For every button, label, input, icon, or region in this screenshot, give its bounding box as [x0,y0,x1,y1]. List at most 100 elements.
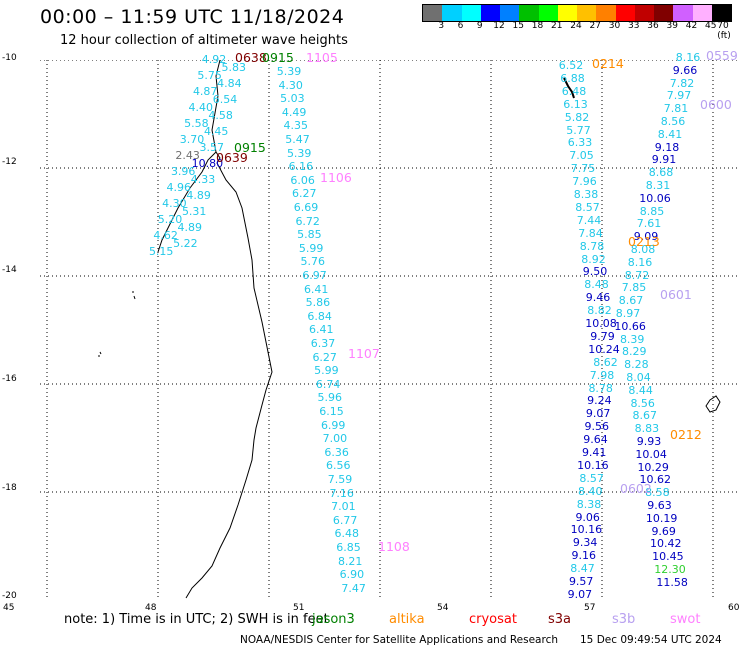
pass-time-label: 1107 [348,346,380,361]
wave-height-value: 11.58 [656,575,688,589]
wave-height-value: 5.31 [181,205,207,218]
color-swatch-3 [480,5,500,21]
wave-height-value: 8.83 [634,422,660,436]
wave-height-value: 9.91 [651,153,677,167]
wave-height-value: 6.72 [295,214,320,228]
wave-height-value: 9.09 [633,230,659,244]
wave-height-value: 5.99 [314,364,339,378]
color-swatch-15 [711,5,731,21]
wave-height-value: 7.96 [572,175,597,189]
wave-height-value: 7.59 [327,473,353,486]
track-islet [563,77,575,99]
satellite-legend-item: cryosat [469,612,517,627]
wave-height-value: 6.99 [320,418,346,432]
wave-height-value: 4.35 [283,119,309,133]
color-swatch-10 [615,5,635,21]
color-scale-label: 42 [685,21,698,31]
wave-height-value: 8.08 [630,243,656,256]
lat-tick-label: -20 [2,591,17,601]
pass-time-label: 0638 [235,50,267,65]
pass-time-label: 0601 [660,287,692,302]
wave-height-value: 6.48 [334,527,360,541]
wave-height-value: 3.57 [199,141,225,154]
wave-height-value: 6.13 [563,97,588,111]
pass-time-label: 1105 [306,50,338,65]
color-scale-label: 21 [551,21,563,31]
color-scale-label: 36 [647,21,659,31]
wave-height-value: 6.56 [326,459,351,473]
color-scale-label: 33 [628,21,640,31]
color-scale-label: 12 [493,21,505,31]
pass-time-label: 1108 [378,539,410,554]
wave-height-value: 7.44 [576,213,602,227]
pass-time-label: 0212 [670,427,702,442]
lon-tick-label: 57 [584,603,596,613]
wave-height-value: 8.16 [627,255,653,269]
wave-height-value: 5.47 [285,133,310,146]
wave-height-value: 8.21 [337,554,363,568]
wave-height-value: 8.38 [576,497,602,511]
wave-height-value: 8.62 [593,355,618,369]
wave-height-value: 10.62 [639,473,672,487]
wave-height-value: 10.24 [588,342,620,356]
wave-height-value: 7.16 [329,486,354,500]
color-scale-label: 30 [608,21,621,31]
wave-height-value: 7.01 [331,500,356,514]
lon-tick-label: 60 [728,603,740,613]
wave-height-value: 7.47 [341,581,366,595]
color-swatch-8 [577,5,597,21]
wave-height-value: 9.66 [672,63,698,77]
wave-height-value: 6.52 [558,59,584,72]
lat-lon-grid [40,60,740,600]
comoros-islands [98,291,136,357]
wave-height-value: 5.77 [566,123,591,137]
wave-height-value: 6.88 [560,71,585,85]
wave-height-value: 4.92 [201,53,227,66]
satellite-legend-item: altika [389,612,425,627]
generated-timestamp: 15 Dec 09:49:54 UTC 2024 [580,634,722,646]
wave-height-value: 6.27 [292,187,317,201]
wave-height-value: 4.30 [162,197,187,210]
color-scale-label: 9 [476,21,483,31]
lon-tick-label: 51 [293,603,305,613]
lon-tick-label: 45 [3,603,15,613]
pass-time-label: 0915 [262,50,294,65]
wave-height-value: 7.00 [322,432,348,446]
wave-height-value: 4.49 [281,105,307,119]
wave-height-value: 5.58 [184,117,209,130]
chart-subtitle: 12 hour collection of altimeter wave hei… [60,33,348,48]
lon-tick-label: 48 [145,603,157,613]
mascarene-island [705,395,721,413]
wave-height-value: 8.68 [648,166,674,180]
madagascar-coastline [185,60,273,599]
wave-height-value: 6.15 [319,405,344,418]
wave-height-value: 5.39 [276,65,302,78]
color-scale-label: 6 [457,21,464,31]
wave-height-value: 6.85 [336,541,361,554]
wave-height-value: 4.40 [188,101,214,114]
wave-height-value: 4.89 [186,189,211,202]
wave-height-value: 8.44 [628,383,653,397]
color-swatch-1 [442,5,462,21]
color-scale-label: 39 [666,21,678,31]
wave-height-value: 9.06 [575,510,600,524]
wave-height-value: 5.22 [173,237,198,250]
footer-note: note: 1) Time is in UTC; 2) SWH is in fe… [64,612,329,627]
wave-height-value: 10.45 [652,550,684,564]
pass-time-label: 0559 [706,48,738,63]
wave-height-value: 7.75 [570,162,596,176]
wave-height-value: 5.96 [317,391,343,405]
wave-height-value: 9.18 [654,140,680,154]
wave-height-value: 8.41 [657,127,683,141]
wave-height-value: 8.29 [622,345,647,359]
wave-height-value: 10.06 [639,191,671,205]
pass-time-label: 0213 [628,234,660,249]
wave-height-value: 8.47 [570,562,595,576]
wave-height-value: 6.74 [315,377,341,391]
wave-height-value: 9.69 [651,524,676,538]
wave-height-value: 6.27 [312,350,337,364]
lat-tick-label: -14 [2,265,17,275]
color-scale-labels: 3 6 9 12 15 18 21 24 27 30 33 36 39 42 45 70 (ft) [422,21,730,41]
wave-height-value: 6.84 [307,309,332,323]
wave-height-value: 4.30 [278,78,303,92]
